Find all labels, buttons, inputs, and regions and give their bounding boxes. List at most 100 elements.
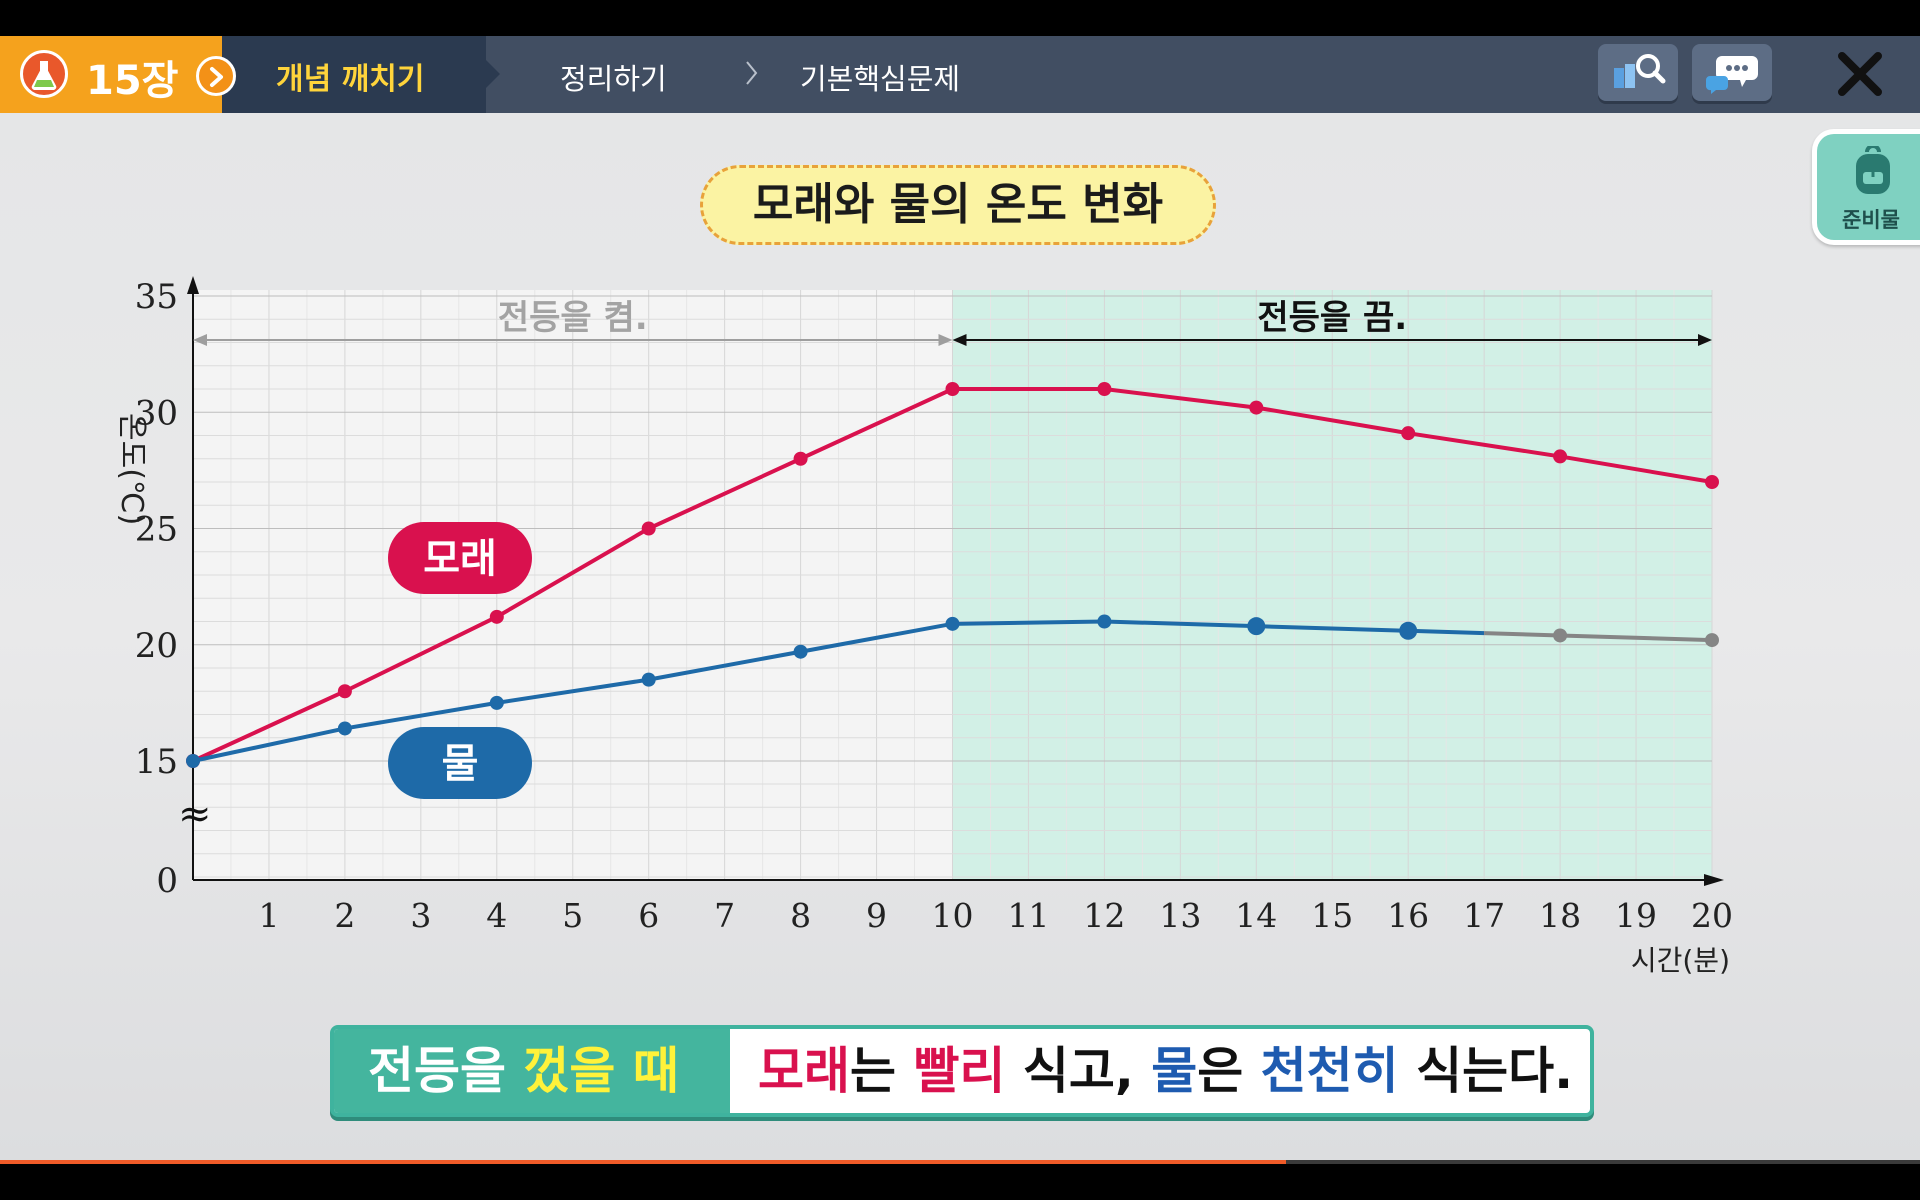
close-icon[interactable] — [1832, 46, 1888, 102]
data-point-sand — [793, 451, 808, 466]
chevron-right-icon[interactable] — [196, 56, 236, 96]
x-tick-label: 4 — [486, 896, 507, 935]
data-point-water — [1097, 614, 1112, 629]
light-on-arrow-head-right — [938, 334, 953, 346]
top-bar: 15장 개념 깨치기 정리하기 기본핵심문제 — [0, 36, 1920, 113]
chapter-label: 15장 — [86, 58, 179, 104]
data-point-water — [793, 644, 808, 659]
light-off-arrow-head-right — [1698, 334, 1712, 346]
data-point-water — [337, 721, 352, 736]
x-tick-label: 15 — [1311, 896, 1353, 935]
sand-series-label: 모래 — [423, 536, 497, 582]
prep-label: 준비물 — [1842, 208, 1900, 232]
summary-left-text: 전등을 — [368, 1042, 524, 1100]
progress-bar[interactable] — [0, 1160, 1920, 1164]
x-tick-label: 8 — [790, 896, 811, 935]
x-tick-label: 2 — [334, 896, 355, 935]
summary-text-3: 은 — [1197, 1042, 1261, 1100]
tab-concept[interactable]: 개념 깨치기 — [222, 36, 500, 113]
y-axis-arrow — [187, 276, 199, 294]
progress-fill — [0, 1160, 1287, 1164]
tab-core-problems[interactable]: 기본핵심문제 — [800, 62, 961, 96]
data-point-sand — [337, 684, 352, 699]
light-on-arrow-head-left — [193, 334, 207, 346]
y-tick-label: 30 — [135, 393, 178, 433]
data-point-water — [1247, 617, 1266, 636]
summary-text-2: 식고, — [1005, 1042, 1152, 1100]
x-tick-label: 11 — [1007, 896, 1049, 935]
graph-title: 모래와 물의 온도 변화 — [700, 165, 1216, 245]
summary-banner: 전등을 껐을 때 모래는 빨리 식고, 물은 천천히 식는다. — [330, 1025, 1594, 1117]
data-point-sand — [1249, 400, 1264, 415]
water-series-pill — [388, 727, 532, 799]
x-tick-label: 18 — [1539, 896, 1581, 935]
x-tick-label: 3 — [410, 896, 431, 935]
x-tick-label: 5 — [562, 896, 583, 935]
light-off-label: 전등을 끔. — [1257, 298, 1407, 338]
chapter-badge[interactable]: 15장 — [0, 36, 222, 113]
data-point-sand — [1705, 475, 1719, 489]
backpack-icon — [1856, 146, 1890, 194]
data-point-sand — [489, 609, 504, 624]
x-tick-label: 7 — [714, 896, 735, 935]
tab-summary[interactable]: 정리하기 — [560, 62, 667, 96]
summary-water: 물 — [1151, 1042, 1198, 1100]
summary-left-highlight: 껐을 때 — [523, 1042, 679, 1100]
summary-slow: 천천히 — [1260, 1042, 1399, 1100]
x-tick-label: 17 — [1463, 896, 1505, 935]
x-tick-label: 10 — [932, 896, 974, 935]
x-tick-label: 6 — [638, 896, 659, 935]
x-axis-label: 시간(분) — [1631, 944, 1730, 977]
data-point-sand — [945, 382, 960, 396]
data-point-water — [1399, 621, 1418, 640]
summary-fast: 빨리 — [913, 1042, 1006, 1100]
summary-right: 모래는 빨리 식고, 물은 천천히 식는다. — [730, 1029, 1590, 1113]
data-point-sand — [1401, 426, 1416, 441]
summary-sand: 모래 — [758, 1042, 850, 1100]
y-axis-label: 온도(℃) — [114, 413, 149, 525]
water-series-label: 물 — [442, 741, 479, 787]
y-tick-label: 20 — [135, 626, 178, 666]
content-area: 모래와 물의 온도 변화 준비물 ≈ 0 15 20 25 30 35 1 2 3 4 5 6 7 8 9 1… — [0, 113, 1920, 1160]
axis-break-mark: ≈ — [178, 791, 212, 837]
data-point-sand — [1553, 449, 1568, 464]
data-point-water — [1705, 633, 1719, 648]
y-tick-label: 25 — [135, 510, 178, 550]
x-tick-label: 19 — [1615, 896, 1657, 935]
chat-icon — [1706, 56, 1758, 94]
data-point-water — [186, 754, 200, 768]
data-point-sand — [641, 521, 656, 536]
tab-concept-label: 개념 깨치기 — [276, 62, 425, 97]
x-tick-label: 9 — [866, 896, 887, 935]
summary-text-4: 식는다. — [1398, 1042, 1574, 1100]
book-search-button[interactable] — [1598, 44, 1678, 101]
light-on-label: 전등을 켬. — [498, 298, 648, 338]
x-tick-label: 12 — [1083, 896, 1125, 935]
prep-materials-button[interactable]: 준비물 — [1812, 129, 1920, 245]
x-tick-label: 20 — [1691, 896, 1733, 935]
x-tick-label: 1 — [258, 896, 279, 935]
data-point-water — [1553, 628, 1568, 643]
summary-text-1: 는 — [850, 1042, 914, 1100]
x-tick-label: 13 — [1159, 896, 1201, 935]
data-point-water — [489, 695, 504, 710]
x-axis-arrow — [1704, 874, 1724, 886]
y-tick-label: 0 — [156, 861, 178, 901]
chat-button[interactable] — [1692, 44, 1772, 101]
chevron-separator-icon — [746, 61, 758, 85]
book-search-icon — [1614, 54, 1666, 88]
y-tick-label: 15 — [135, 742, 178, 782]
y-tick-label: 35 — [135, 277, 178, 317]
data-point-water — [641, 672, 656, 687]
x-tick-label: 14 — [1235, 896, 1277, 935]
sand-series-pill — [388, 522, 532, 594]
summary-left: 전등을 껐을 때 — [334, 1029, 730, 1113]
data-point-sand — [1097, 382, 1112, 396]
tab-notch — [486, 60, 500, 88]
series-line-water — [192, 619, 1485, 763]
x-tick-label: 16 — [1387, 896, 1429, 935]
light-off-arrow-head-left — [952, 334, 967, 346]
flask-icon — [20, 50, 68, 98]
data-point-water — [945, 616, 960, 631]
